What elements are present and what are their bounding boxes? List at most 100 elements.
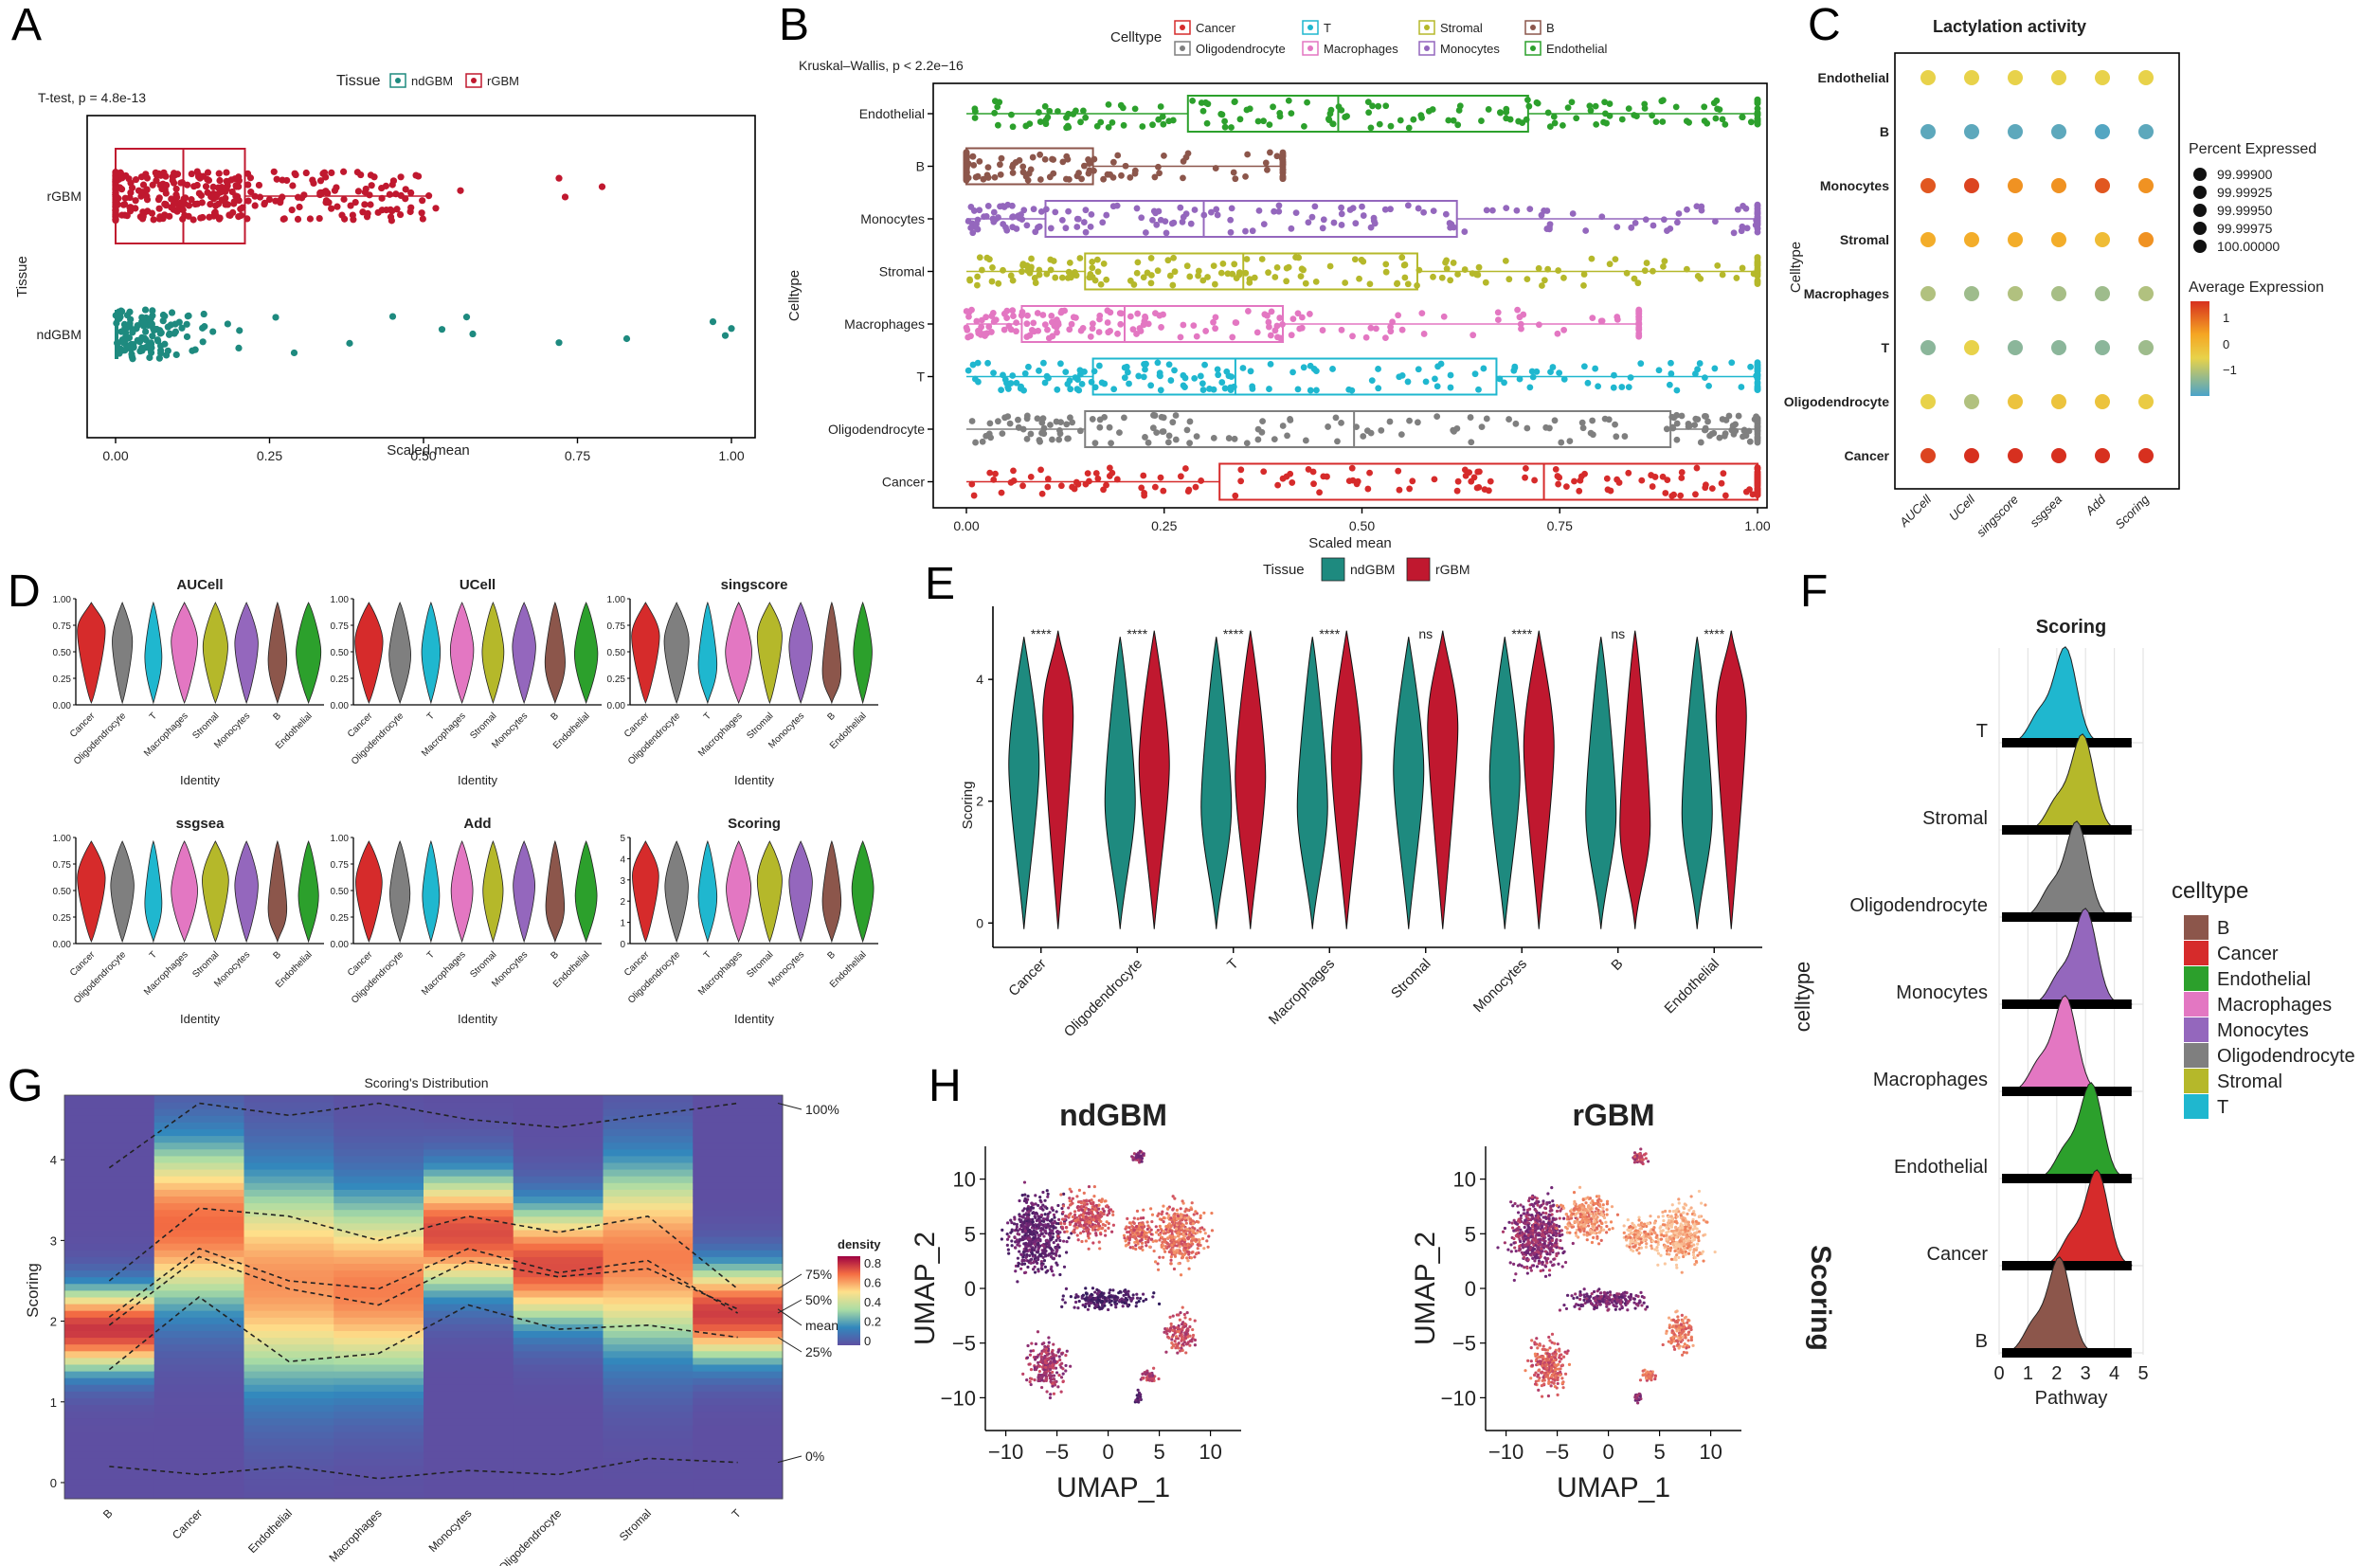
g-ytick-label: 1	[50, 1395, 57, 1410]
g-density-cell	[513, 1236, 604, 1244]
b-point	[1242, 227, 1249, 235]
b-point	[1595, 383, 1602, 390]
b-point	[1580, 363, 1588, 370]
g-density-cell	[153, 1377, 244, 1385]
h-cell-point	[1084, 1239, 1088, 1243]
h-cell-point	[1187, 1246, 1191, 1250]
b-point	[1580, 271, 1588, 278]
b-point	[1442, 210, 1450, 218]
h-cell-point	[1185, 1228, 1190, 1232]
a-point	[134, 321, 141, 330]
b-point	[1719, 271, 1726, 279]
h-cell-point	[1181, 1199, 1184, 1203]
a-point	[244, 197, 252, 205]
g-density-cell	[153, 1431, 244, 1439]
g-density-cell	[64, 1115, 155, 1123]
b-point	[1601, 99, 1609, 106]
c-row-label: Oligodendrocyte	[1784, 394, 1889, 409]
d-violin	[112, 601, 134, 705]
c-dot	[2095, 448, 2110, 463]
a-point	[139, 181, 148, 189]
h-cell-point	[1050, 1206, 1054, 1210]
b-point	[1434, 363, 1441, 370]
h-cell-point	[1032, 1223, 1036, 1228]
b-point	[1684, 206, 1690, 213]
b-point	[1279, 153, 1287, 159]
b-point	[1305, 219, 1312, 226]
c-row-label: T	[1881, 340, 1889, 355]
b-point	[1204, 100, 1212, 108]
h-cell-point	[1039, 1358, 1043, 1361]
a-point	[190, 183, 198, 190]
b-point	[1009, 163, 1016, 171]
panel-a-xticks: 0.00 0.25 0.50 0.75 1.00	[102, 438, 745, 463]
b-point	[973, 224, 980, 231]
g-density-cell	[424, 1323, 514, 1331]
b-point	[1121, 414, 1127, 422]
b-point	[1109, 158, 1117, 166]
b-point	[1212, 325, 1219, 333]
h-cell-point	[1064, 1251, 1069, 1254]
h-cell-point	[1056, 1203, 1060, 1208]
h-cell-point	[1167, 1336, 1171, 1340]
b-point	[976, 254, 983, 261]
g-density-cell	[243, 1148, 334, 1157]
h-cell-point	[1138, 1234, 1142, 1238]
h-cell-point	[1142, 1299, 1145, 1303]
a-point	[347, 202, 354, 209]
b-point	[1062, 225, 1070, 232]
b-legend-key-dot	[1424, 25, 1430, 30]
b-point	[1718, 479, 1725, 487]
b-point	[1213, 206, 1220, 213]
h-cell-point	[1045, 1189, 1049, 1193]
d-xtick-label: Stromal	[468, 711, 498, 741]
b-point	[1036, 271, 1043, 279]
h-cell-point	[1007, 1251, 1011, 1255]
panel-a-legend-title: Tissue	[336, 73, 381, 89]
g-density-cell	[243, 1289, 334, 1298]
b-point	[1506, 276, 1513, 283]
c-dot	[2051, 232, 2066, 247]
b-point	[1641, 105, 1649, 112]
g-density-cell	[693, 1202, 784, 1211]
b-point	[1195, 272, 1201, 279]
b-point	[1365, 109, 1373, 117]
b-point	[1382, 261, 1390, 268]
h-cell-point	[1127, 1241, 1131, 1245]
h-cell-point	[1042, 1234, 1046, 1238]
g-density-cell	[64, 1384, 155, 1392]
h-cell-point	[1199, 1227, 1202, 1231]
b-point	[1237, 466, 1245, 474]
b-point	[1554, 473, 1561, 479]
b-point	[1151, 173, 1159, 181]
panel-g-plot: B Cancer Endothelial Macrophages Monocytes Ol…	[50, 1094, 839, 1566]
g-density-cell	[153, 1445, 244, 1452]
b-point	[1705, 382, 1712, 389]
g-density-cell	[693, 1222, 784, 1231]
g-density-cell	[424, 1297, 514, 1305]
b-point	[1199, 277, 1207, 284]
b-point	[1573, 115, 1580, 122]
h-cell-point	[1097, 1240, 1101, 1244]
b-point	[1754, 207, 1761, 215]
b-point	[1743, 225, 1751, 232]
h-cell-point	[1068, 1222, 1073, 1227]
b-point	[1009, 307, 1017, 315]
d-subplot-add: Add0.000.250.500.751.00CancerOligodendro…	[331, 816, 602, 1026]
h-cell-point	[1178, 1349, 1182, 1353]
g-density-cell	[334, 1250, 424, 1257]
panel-e-legend: ndGBM rGBM	[1321, 557, 1470, 582]
a-point	[143, 187, 151, 194]
panel-a-legend: ndGBM rGBM	[389, 73, 519, 88]
c-dot	[1964, 286, 1979, 301]
e-xtick-label: B	[1608, 956, 1626, 974]
h-cell-point	[1026, 1194, 1030, 1198]
c-dot	[2138, 124, 2154, 139]
h-cell-point	[1191, 1236, 1195, 1240]
h-cell-point	[1169, 1262, 1173, 1266]
c-dot	[1964, 178, 1979, 193]
h-cell-point	[1038, 1198, 1042, 1202]
b-point	[1107, 327, 1113, 334]
g-density-cell	[334, 1317, 424, 1324]
